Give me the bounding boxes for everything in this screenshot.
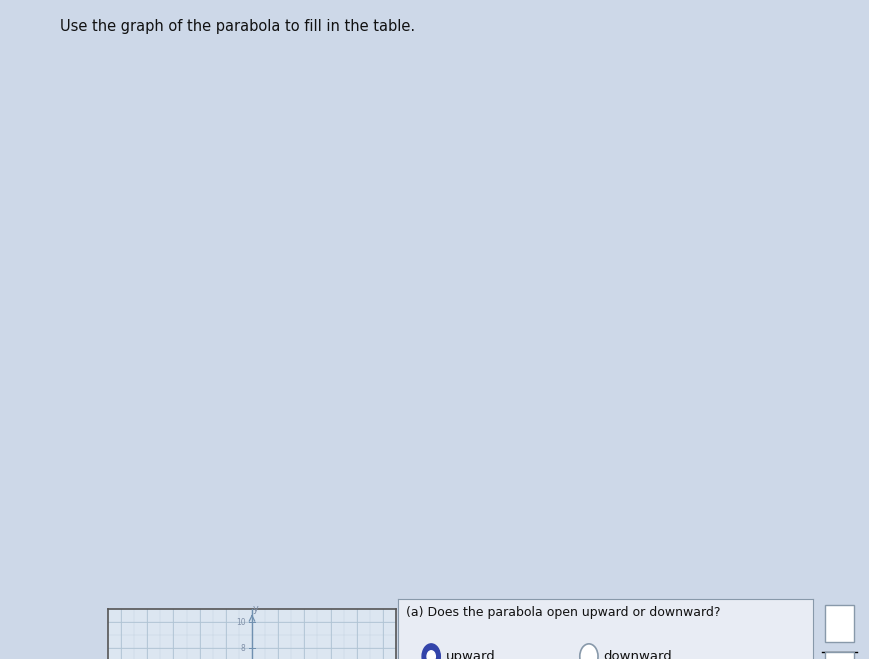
- Text: upward: upward: [445, 650, 495, 659]
- Text: Use the graph of the parabola to fill in the table.: Use the graph of the parabola to fill in…: [60, 20, 415, 34]
- Text: 10: 10: [235, 617, 245, 627]
- Text: 8: 8: [241, 644, 245, 653]
- Text: (a) Does the parabola open upward or downward?: (a) Does the parabola open upward or dow…: [406, 606, 720, 619]
- FancyBboxPatch shape: [825, 605, 853, 643]
- Circle shape: [421, 644, 440, 659]
- Circle shape: [579, 644, 597, 659]
- Text: y: y: [252, 604, 258, 614]
- Text: downward: downward: [603, 650, 672, 659]
- Circle shape: [427, 650, 434, 659]
- FancyBboxPatch shape: [825, 652, 853, 659]
